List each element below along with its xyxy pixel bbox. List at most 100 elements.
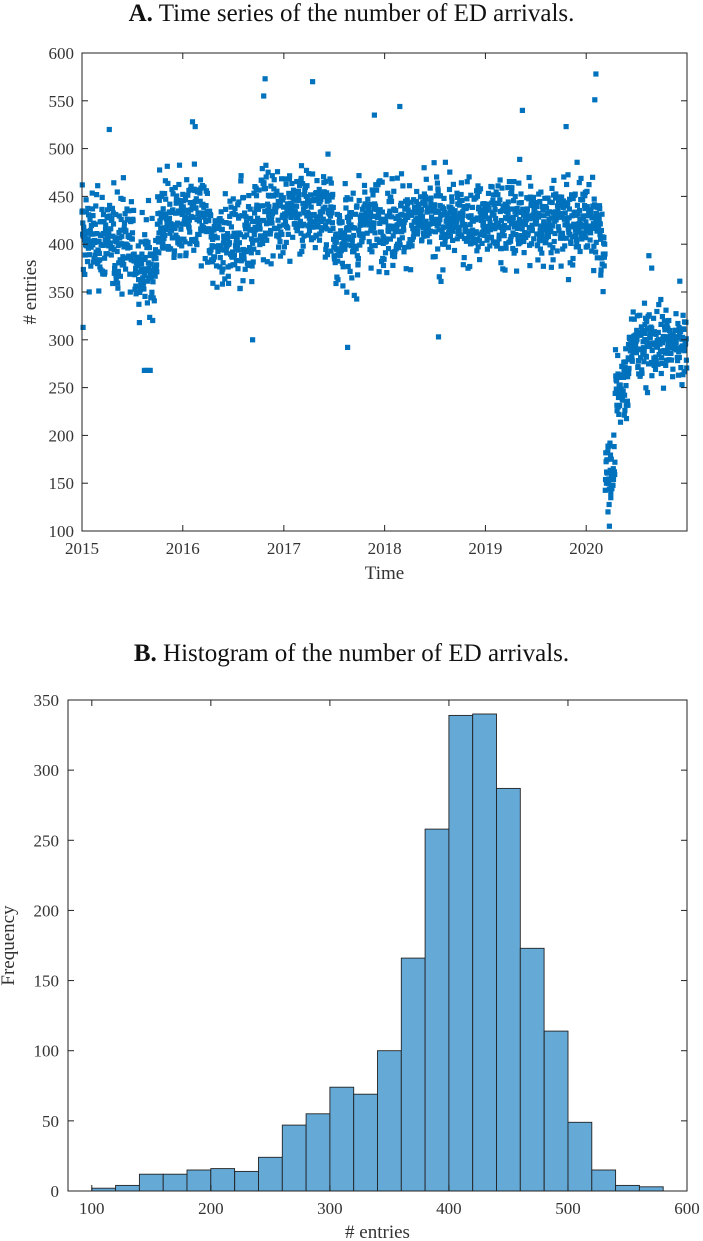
data-point	[421, 233, 427, 239]
data-point	[283, 181, 289, 187]
data-point	[242, 210, 248, 216]
data-point	[224, 231, 231, 237]
data-point	[522, 230, 528, 236]
data-point	[445, 214, 451, 220]
data-point	[534, 204, 540, 210]
data-point	[333, 239, 339, 245]
data-point	[156, 230, 162, 236]
data-point	[346, 218, 352, 224]
data-point	[427, 221, 433, 227]
data-point	[654, 308, 660, 315]
data-point	[229, 249, 236, 255]
x-axis-label: Time	[365, 563, 404, 584]
histogram-bar	[234, 1170, 259, 1192]
data-point	[214, 235, 220, 241]
data-point	[633, 342, 639, 348]
data-point	[241, 256, 247, 262]
data-point	[421, 165, 427, 171]
data-point	[356, 227, 362, 233]
data-point	[369, 187, 375, 193]
data-point	[525, 230, 531, 236]
data-point	[628, 316, 635, 322]
data-point	[345, 344, 351, 350]
data-point	[448, 221, 454, 227]
data-point	[382, 250, 389, 256]
data-point	[409, 222, 415, 228]
data-point	[268, 227, 274, 234]
data-point	[131, 207, 137, 213]
data-point	[465, 203, 471, 209]
data-point	[590, 174, 596, 180]
data-point	[89, 190, 95, 196]
data-point	[89, 238, 95, 244]
data-point	[502, 225, 508, 231]
data-point	[327, 176, 333, 182]
data-point	[158, 237, 164, 243]
data-point	[656, 302, 662, 308]
data-point	[565, 277, 572, 283]
chart-a-title-text: Time series of the number of ED arrivals…	[158, 0, 575, 27]
data-point	[277, 253, 284, 259]
data-point	[269, 220, 275, 226]
data-point	[189, 237, 195, 243]
data-point	[264, 220, 270, 226]
data-point	[232, 212, 238, 218]
data-point	[177, 253, 183, 259]
data-point	[548, 229, 554, 235]
data-point	[398, 200, 404, 206]
data-point	[410, 234, 416, 240]
data-point	[265, 169, 271, 175]
data-point	[93, 203, 99, 209]
data-point	[348, 196, 354, 202]
data-point	[409, 209, 416, 215]
data-point	[401, 227, 407, 233]
data-point	[280, 250, 286, 256]
data-point	[330, 225, 336, 231]
data-point	[521, 250, 527, 256]
data-point	[80, 324, 86, 330]
data-point	[388, 198, 395, 204]
data-point	[214, 284, 220, 290]
data-point	[608, 495, 614, 501]
data-point	[622, 407, 628, 414]
data-point	[217, 264, 223, 270]
data-point	[498, 217, 504, 224]
data-point	[449, 198, 455, 205]
data-point	[529, 228, 535, 234]
data-point	[454, 236, 460, 242]
data-point	[512, 193, 518, 200]
data-point	[389, 176, 395, 182]
data-point	[338, 231, 344, 237]
data-point	[196, 231, 202, 237]
data-point	[324, 190, 330, 196]
data-point	[581, 223, 587, 229]
data-point	[141, 272, 147, 279]
data-point	[477, 186, 484, 192]
data-point	[542, 195, 548, 201]
data-point	[498, 260, 504, 266]
chart-b-title: B. Histogram of the number of ED arrival…	[0, 640, 703, 668]
data-point	[387, 208, 393, 214]
histogram-bar	[353, 1093, 378, 1192]
data-point	[88, 263, 94, 269]
data-point	[468, 192, 474, 198]
data-point	[461, 235, 467, 242]
x-tick-label: 2015	[65, 539, 99, 558]
data-point	[668, 357, 675, 363]
data-point	[474, 215, 480, 221]
data-point	[387, 236, 393, 242]
data-point	[156, 197, 162, 203]
data-point	[374, 187, 380, 193]
data-point	[610, 466, 616, 472]
data-point	[148, 274, 154, 280]
data-point	[667, 327, 673, 334]
data-point	[323, 242, 329, 248]
data-point	[137, 258, 143, 264]
data-point	[657, 337, 663, 343]
data-point	[355, 272, 361, 278]
data-point	[154, 221, 160, 227]
data-point	[429, 214, 435, 220]
data-point	[224, 250, 230, 256]
data-point	[632, 332, 638, 338]
data-point	[139, 209, 145, 216]
